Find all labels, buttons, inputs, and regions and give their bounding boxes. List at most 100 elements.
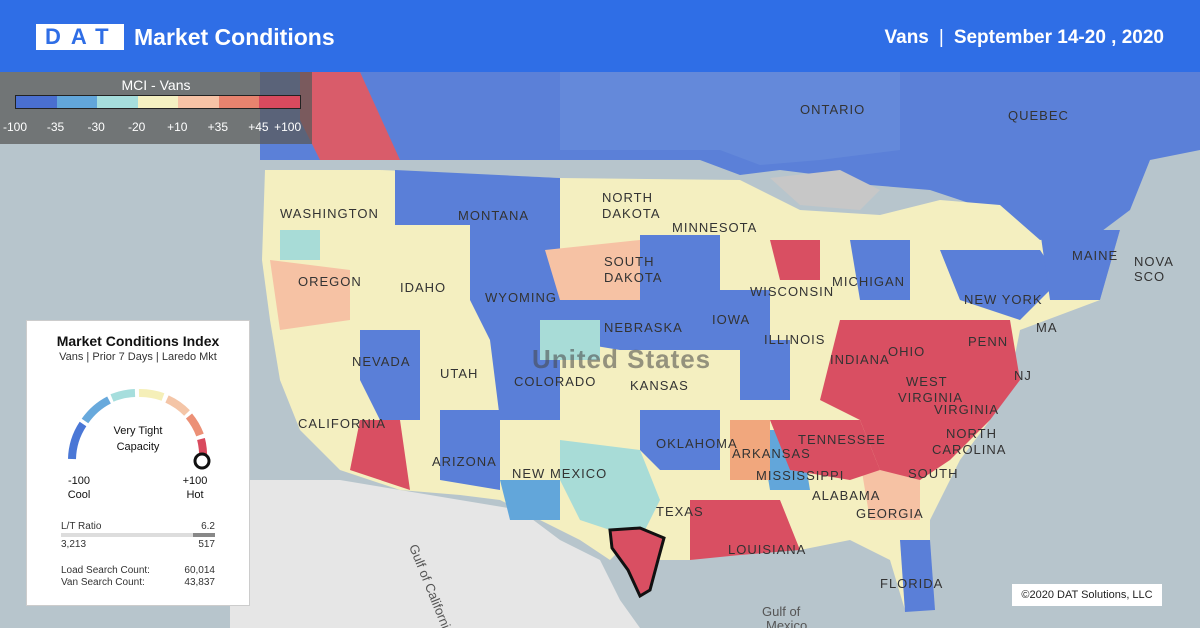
south-dakota-region (545, 240, 640, 300)
label-washington: WASHINGTON (280, 206, 379, 221)
label-nova-scotia: NOVA SCO (1134, 254, 1174, 284)
legend-swatch (16, 96, 57, 108)
label-virginia-2: VIRGINIA (934, 402, 1000, 417)
ontario-region (560, 72, 900, 165)
legend-tick: +35 (207, 120, 229, 134)
label-kansas: KANSAS (630, 378, 689, 393)
market-conditions-card: Market Conditions Index Vans | Prior 7 D… (26, 320, 250, 606)
northeast-region (940, 250, 1060, 320)
missouri-region (740, 340, 790, 400)
label-south-carolina: SOUTH (908, 466, 959, 481)
legend-swatch (218, 96, 260, 108)
oregon-region (270, 260, 350, 330)
michigan-region (850, 240, 910, 300)
lt-ratio-bar (61, 533, 215, 537)
legend-tick: +10 (167, 120, 188, 134)
header-separator: | (938, 27, 944, 48)
label-florida: FLORIDA (880, 576, 944, 591)
load-search-label: Load Search Count: (61, 565, 150, 576)
legend-swatch (56, 96, 98, 108)
label-utah: UTAH (440, 366, 479, 381)
legend-tick: +45 (248, 120, 269, 134)
nevada-region (360, 330, 420, 420)
label-north-carolina-1: NORTH (946, 426, 997, 441)
lake-superior (770, 170, 880, 210)
label-ontario: ONTARIO (800, 102, 866, 117)
socal-hot-region (350, 420, 410, 490)
label-michigan: MICHIGAN (832, 274, 905, 289)
gauge-max-label: Hot (186, 489, 204, 501)
header-context: Vans | September 14-20 , 2020 (885, 27, 1165, 49)
gauge-segment (165, 395, 190, 416)
legend-swatch (178, 96, 219, 108)
gauge-text-line-2: Capacity (116, 441, 160, 453)
gauge-max-value: +100 (182, 475, 208, 487)
colorado-north-region (540, 320, 600, 360)
legend-tick: -100 (2, 120, 28, 134)
label-south: SOUTH (604, 254, 655, 269)
label-west: WEST (906, 374, 948, 389)
label-north: NORTH (602, 190, 653, 205)
label-maine: MAINE (1072, 248, 1119, 263)
label-mississippi: MISSISSIPPI (756, 468, 845, 483)
legend-tick: +100 (274, 120, 302, 134)
bc-hot-region (300, 72, 400, 160)
label-texas: TEXAS (656, 504, 704, 519)
oklahoma-region (640, 410, 720, 470)
laredo-market[interactable] (608, 526, 666, 599)
header: DAT Market Conditions Vans | September 14-… (0, 0, 1200, 72)
gauge-text-line-1: Very Tight (113, 425, 163, 437)
florida-region (900, 540, 935, 612)
label-iowa: IOWA (712, 312, 751, 327)
label-arkansas: ARKANSAS (732, 446, 811, 461)
west-texas-region (560, 440, 660, 540)
canada-region (260, 72, 1200, 260)
label-ma: MA (1036, 320, 1058, 335)
legend-tick: -30 (87, 120, 105, 134)
dat-logo[interactable]: DAT (36, 24, 124, 50)
label-dakota: DAKOTA (602, 206, 661, 221)
wisconsin-hot-region (770, 240, 820, 280)
lt-ratio-label: L/T Ratio (61, 521, 102, 532)
gauge-min-label: Cool (67, 489, 91, 501)
washington-east-region (280, 230, 320, 260)
arkansas-region (730, 420, 770, 480)
label-penn: PENN (968, 334, 1009, 349)
gauge-min-value: -100 (67, 475, 91, 487)
lt-ratio-value: 6.2 (201, 521, 215, 532)
label-montana: MONTANA (458, 208, 530, 223)
equipment-type: Vans (884, 27, 929, 48)
label-new-mexico: NEW MEXICO (512, 466, 608, 481)
gauge-segment (68, 421, 87, 460)
minnesota-region (640, 235, 720, 290)
arizona-region (440, 410, 500, 490)
label-california: CALIFORNIA (298, 416, 387, 431)
legend-tick: -35 (46, 120, 65, 134)
label-louisiana: LOUISIANA (728, 542, 807, 557)
gauge-segment (110, 389, 136, 402)
label-nj: NJ (1014, 368, 1032, 383)
label-new-york: NEW YORK (964, 292, 1043, 307)
card-subtitle: Vans | Prior 7 Days | Laredo Mkt (59, 351, 217, 363)
mci-gauge (68, 389, 211, 470)
wyoming-region (470, 245, 560, 340)
tennessee-hot-region (770, 420, 880, 480)
montana-region (395, 170, 560, 245)
label-united-states: United States (532, 344, 712, 374)
mci-legend: MCI - Vans -100 -35 -30 -20 +10 +35 +45 … (0, 72, 312, 144)
legend-swatch (137, 96, 179, 108)
new-mexico-south-region (500, 480, 560, 520)
card-title: Market Conditions Index (56, 333, 220, 349)
legend-swatch (259, 96, 301, 108)
label-quebec: QUEBEC (1008, 108, 1069, 123)
date-range: September 14-20 , 2020 (953, 27, 1164, 48)
market-map[interactable]: WASHINGTON OREGON IDAHO MONTANA WYOMING … (0, 72, 1200, 628)
van-search-label: Van Search Count: (61, 577, 145, 588)
label-gulf-of-mexico-2: Mexico (766, 618, 808, 628)
ohio-valley-hot-region (820, 320, 1020, 480)
lt-ratio-bar-fill (193, 533, 215, 537)
label-minnesota: MINNESOTA (672, 220, 758, 235)
load-search-value: 60,014 (184, 565, 215, 576)
van-search-value: 43,837 (184, 577, 215, 588)
load-count: 3,213 (61, 539, 87, 550)
